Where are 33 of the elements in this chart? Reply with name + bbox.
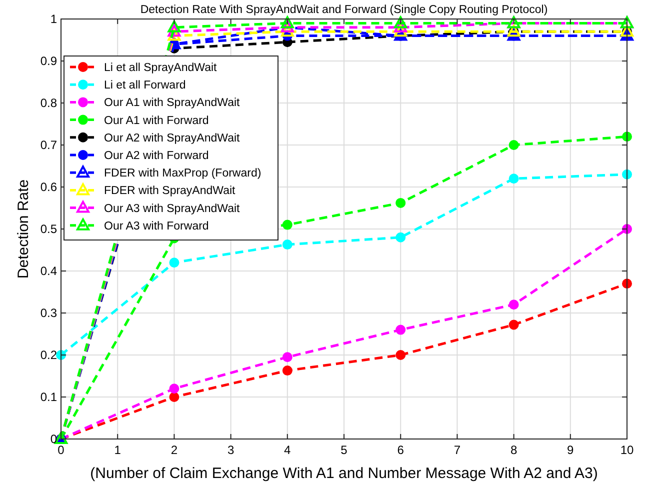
y-tick-label: 0.4 xyxy=(40,264,58,278)
x-tick-label: 5 xyxy=(340,443,348,457)
x-tick-label: 8 xyxy=(510,443,518,457)
y-tick-label: 0.7 xyxy=(40,138,58,152)
legend-label: Li et all Forward xyxy=(104,80,186,92)
y-tick-label: 0.2 xyxy=(40,348,58,362)
x-tick-label: 6 xyxy=(397,443,404,457)
y-tick-label: 0.6 xyxy=(40,180,58,194)
x-tick-label: 9 xyxy=(567,443,574,457)
legend-label: Our A1 with Forward xyxy=(104,114,209,127)
y-tick-label: 0.1 xyxy=(40,390,58,404)
chart-title: Detection Rate With SprayAndWait and Forward (Single Copy Routing Protocol) xyxy=(140,4,548,16)
x-tick-label: 4 xyxy=(284,443,292,457)
x-tick-label: 2 xyxy=(170,443,178,457)
x-tick-label: 7 xyxy=(454,443,461,457)
y-tick-label: 0.8 xyxy=(40,96,58,110)
x-tick-label: 3 xyxy=(227,443,234,457)
x-tick-label: 10 xyxy=(620,443,634,457)
y-tick-label: 0.5 xyxy=(40,222,58,236)
legend-label: Li et all SprayAndWait xyxy=(104,62,218,74)
legend-label: FDER with MaxProp (Forward) xyxy=(104,168,262,180)
legend-label: Our A2 with Forward xyxy=(104,150,209,162)
y-tick-label: 0.9 xyxy=(40,54,58,68)
x-tick-label: 1 xyxy=(114,443,122,457)
legend-label: Our A3 with SprayAndWait xyxy=(104,202,241,215)
legend-label: FDER with SprayAndWait xyxy=(104,185,236,198)
y-tick-label: 0.3 xyxy=(40,306,58,320)
y-tick-label: 1 xyxy=(50,12,58,26)
legend-label: Our A3 with Forward xyxy=(104,220,209,232)
x-axis-title: (Number of Claim Exchange With A1 and Number Message With A2 and A3) xyxy=(90,465,598,482)
y-axis-title: Detection Rate xyxy=(15,179,32,279)
legend-label: Our A2 with SprayAndWait xyxy=(104,132,241,144)
legend-label: Our A1 with SprayAndWait xyxy=(104,97,241,110)
